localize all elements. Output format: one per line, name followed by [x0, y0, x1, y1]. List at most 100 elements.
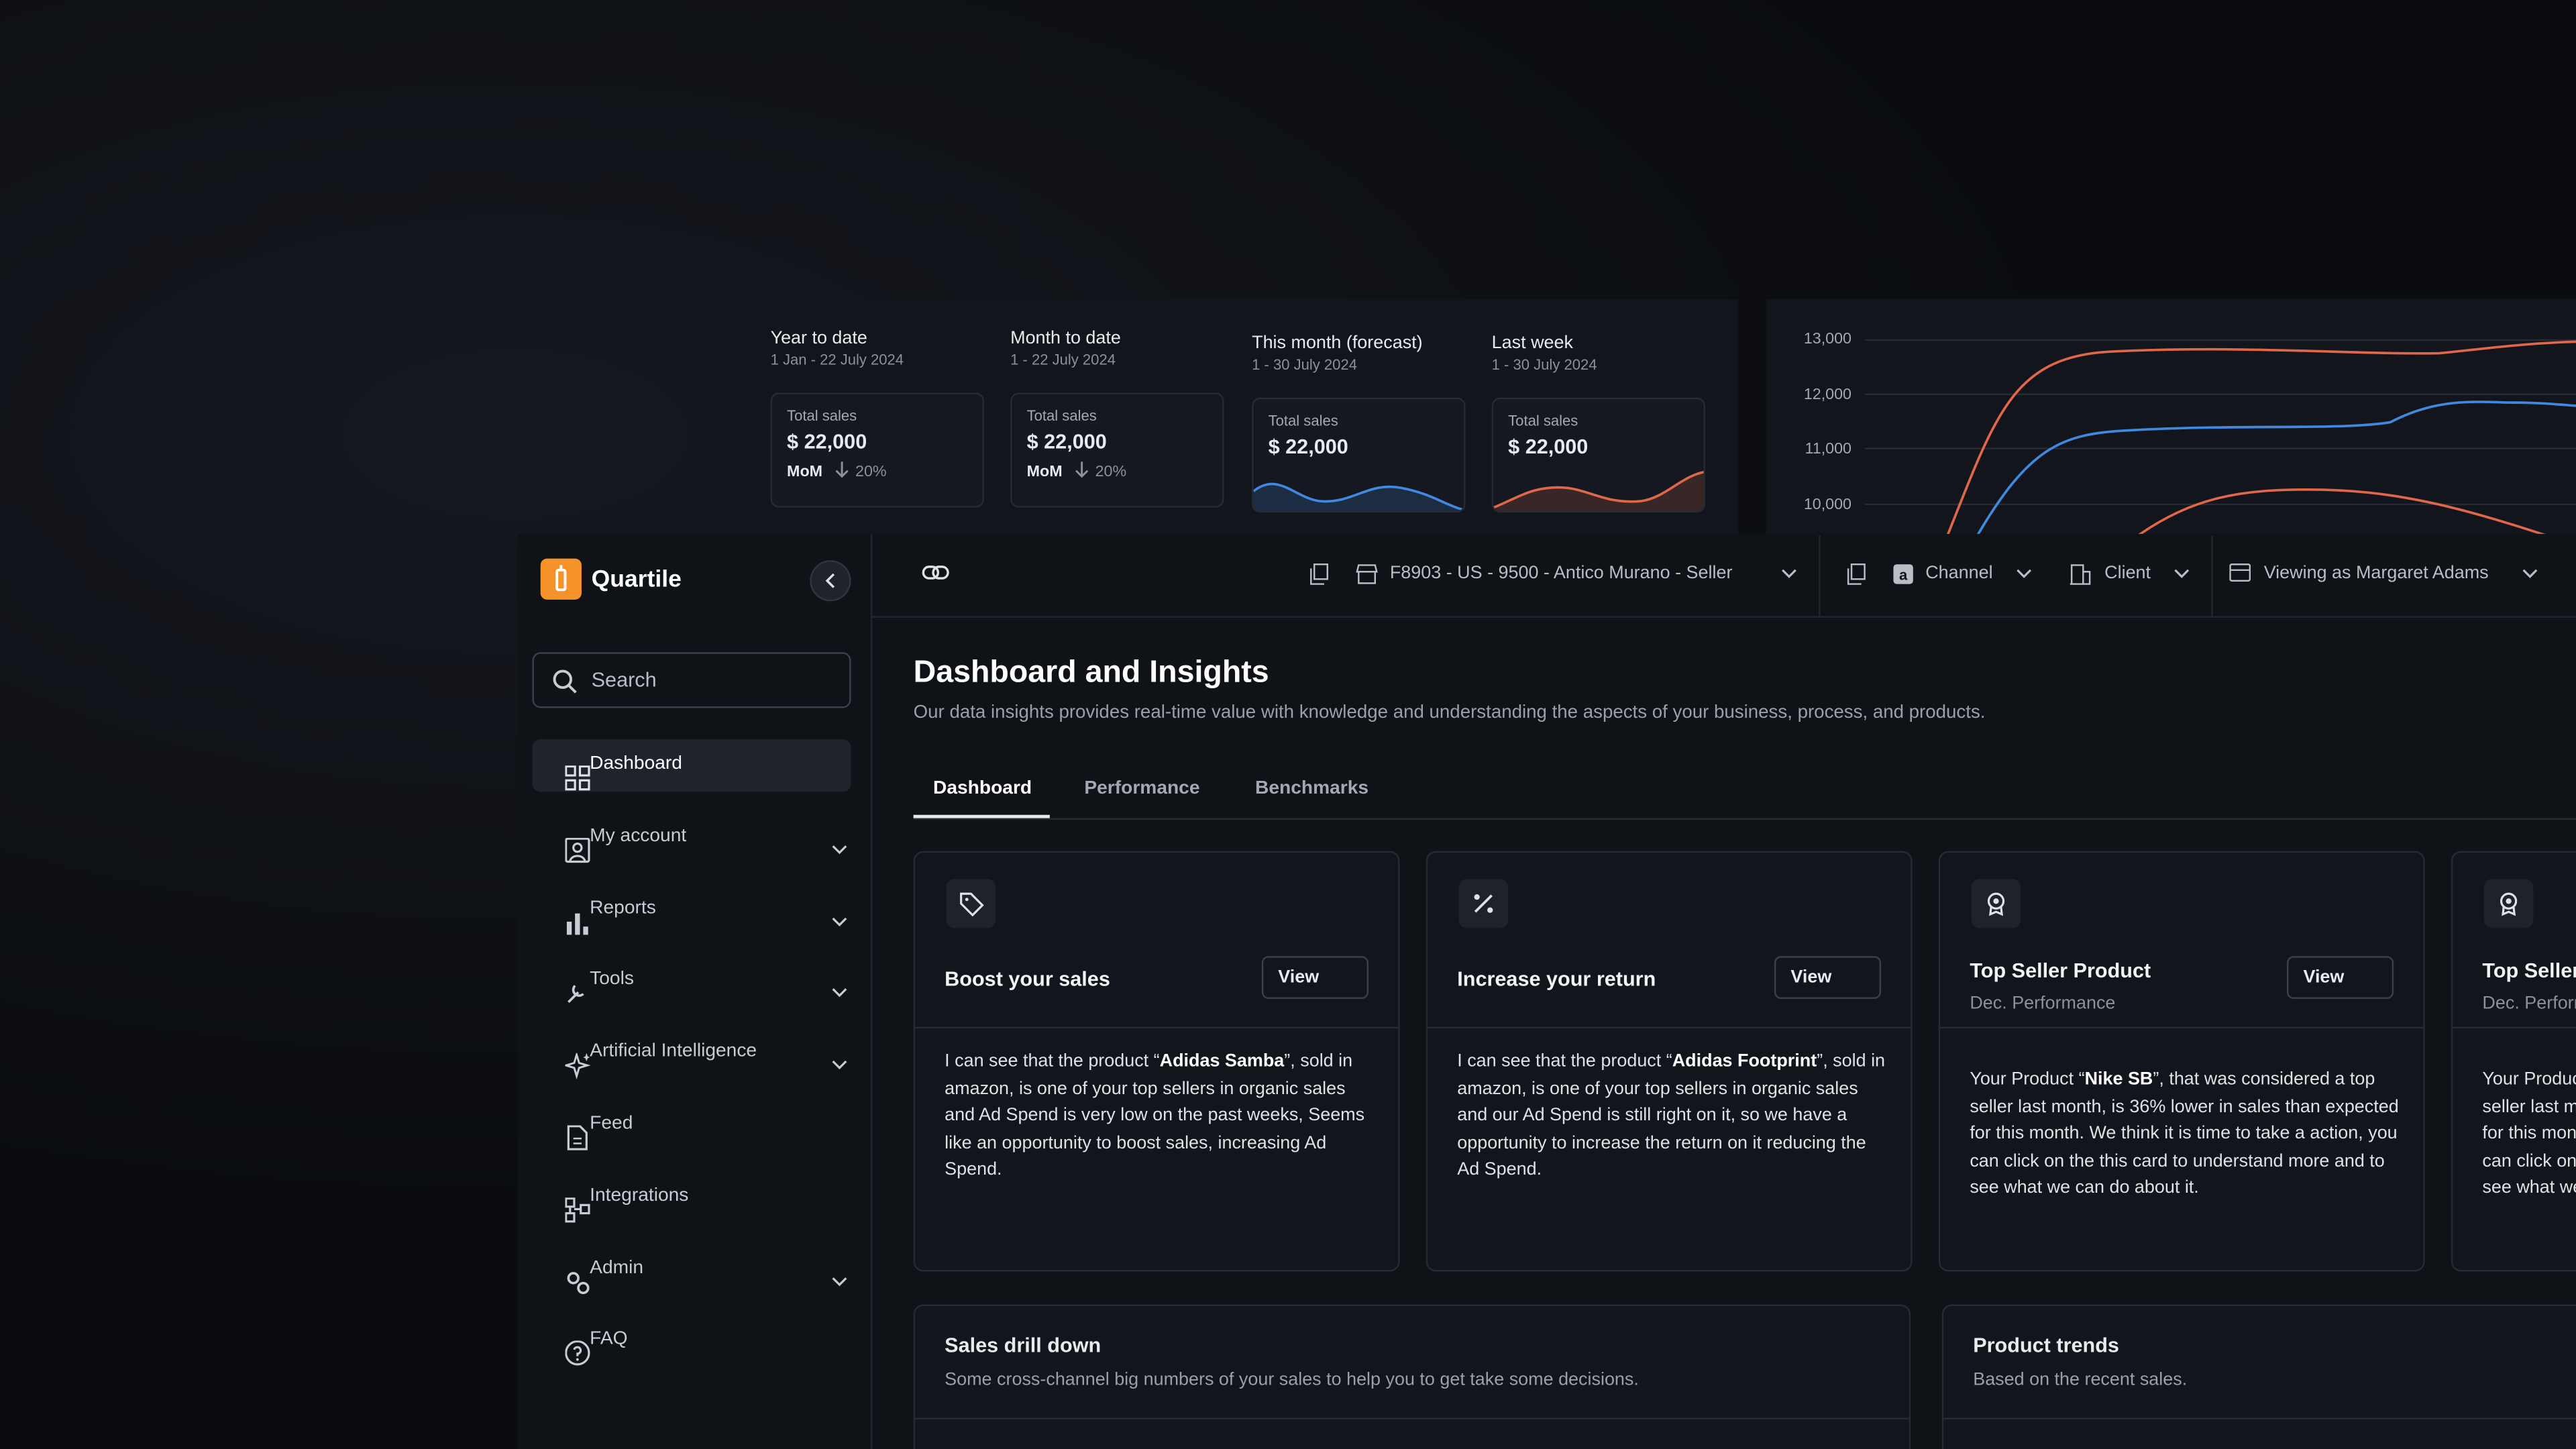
client-selector[interactable]: Client: [2104, 564, 2151, 584]
copy-icon[interactable]: [1847, 564, 1866, 585]
topbar: [872, 534, 2576, 618]
page-title: Dashboard and Insights: [913, 655, 1269, 690]
viewer-icon: [2229, 564, 2251, 582]
tab[interactable]: Dashboard: [933, 778, 1032, 799]
section-subtitle: Based on the recent sales.: [1973, 1370, 2188, 1390]
card-icon: [946, 879, 996, 928]
account-selector[interactable]: F8903 - US - 9500 - Antico Murano - Sell…: [1389, 564, 1733, 584]
stat-range: 1 - 22 July 2024: [1010, 352, 1116, 368]
view-button[interactable]: View: [2286, 956, 2394, 999]
card-icon: [1458, 879, 1509, 928]
mom-change: 20%: [855, 463, 887, 482]
tab-border: [913, 818, 2576, 820]
card-title: Top Seller Product: [1970, 959, 2151, 983]
tab-underline: [913, 814, 1050, 818]
card-title: Top Seller Product: [2482, 959, 2576, 983]
card-text: I can see that the product “Adidas Samba…: [945, 1048, 1375, 1183]
link-icon[interactable]: [922, 562, 951, 585]
product-name: Adidas Footprint: [1672, 1051, 1817, 1071]
tab[interactable]: Benchmarks: [1255, 778, 1369, 799]
card-divider: [1428, 1026, 1911, 1029]
nav-item[interactable]: Dashboard: [532, 739, 851, 792]
search-box[interactable]: Search: [532, 652, 851, 708]
stat-range: 1 - 30 July 2024: [1491, 356, 1597, 373]
text: ”, that was considered a top seller last…: [1970, 1069, 2399, 1198]
divider: [1819, 535, 1821, 616]
stat-title: Month to date: [1010, 328, 1121, 349]
nav-item[interactable]: Integrations: [532, 1171, 851, 1224]
button-label: View: [2303, 967, 2345, 987]
text: Your Product “: [2482, 1069, 2576, 1089]
logo-icon: [540, 558, 582, 600]
store-icon: [1356, 564, 1378, 584]
y-tick-label: 13,000: [1803, 330, 1852, 349]
nav-label: Admin: [590, 1257, 644, 1278]
tab[interactable]: Performance: [1084, 778, 1200, 799]
card-icon: [2483, 879, 2534, 928]
page-subtitle: Our data insights provides real-time val…: [913, 703, 1986, 723]
insight-card: Increase your return View I can see that t…: [1426, 851, 1913, 1272]
card-text: I can see that the product “Adidas Footp…: [1457, 1048, 1888, 1183]
text: I can see that the product “: [1457, 1051, 1672, 1071]
mom-label: MoM: [787, 463, 823, 482]
y-tick-label: 11,000: [1805, 440, 1852, 459]
stat-card: Total sales $ 22,000 MoM 20%: [770, 392, 984, 508]
viewing-as[interactable]: Viewing as Margaret Adams: [2263, 564, 2489, 584]
nav-item[interactable]: Tools: [532, 955, 851, 1008]
collapse-button[interactable]: [810, 560, 851, 602]
nav-item[interactable]: Admin: [532, 1243, 851, 1295]
stat-title: This month (forecast): [1252, 333, 1423, 354]
background-chart: [1864, 339, 2576, 534]
stat-value: $ 22,000: [1268, 435, 1348, 459]
stat-range: 1 - 30 July 2024: [1252, 356, 1357, 373]
stat-card: Total sales $ 22,000 MoM 20%: [1010, 392, 1224, 508]
stat-label: Total sales: [787, 407, 857, 424]
section-card: Product trends Based on the recent sales.: [1941, 1304, 2576, 1449]
stat-header: Last week 1 - 30 July 2024: [1492, 333, 1597, 373]
stat-mom: MoM 20%: [1027, 462, 1208, 482]
card-title: Increase your return: [1457, 967, 1656, 991]
nav-item[interactable]: My account: [532, 811, 851, 863]
view-button[interactable]: View: [1261, 956, 1369, 999]
text: ”, sold in amazon, is one of your top se…: [1457, 1051, 1886, 1180]
text: Your Product “: [1970, 1069, 2085, 1089]
nav-label: Artificial Intelligence: [590, 1042, 757, 1062]
insight-card: Boost your sales View I can see that the p…: [913, 851, 1400, 1272]
stat-header: Month to date 1 - 22 July 2024: [1010, 329, 1121, 368]
svg-text:a: a: [1899, 566, 1908, 583]
card-title: Boost your sales: [945, 967, 1110, 991]
nav-label: Integrations: [590, 1185, 689, 1206]
arrow-icon: [1063, 462, 1089, 482]
product-name: Adidas Samba: [1159, 1051, 1285, 1071]
nav-item[interactable]: FAQ: [532, 1315, 851, 1367]
copy-icon[interactable]: [1309, 564, 1329, 585]
section-subtitle: Some cross-channel big numbers of your s…: [945, 1370, 1639, 1390]
text: ”, sold in amazon, is one of your top se…: [945, 1051, 1365, 1180]
stat-label: Total sales: [1268, 412, 1338, 429]
chevron: [2522, 569, 2538, 578]
card-divider: [915, 1026, 1399, 1029]
chevron: [2174, 569, 2190, 578]
nav-label: Feed: [590, 1114, 633, 1134]
card-divider: [1940, 1026, 2424, 1029]
y-tick-label: 10,000: [1803, 495, 1852, 514]
view-button[interactable]: View: [1774, 956, 1882, 999]
section-title: Sales drill down: [945, 1334, 1102, 1357]
insight-card: Top Seller Product Dec. Performance View Yo…: [1938, 851, 2425, 1272]
divider: [2211, 535, 2213, 616]
sidebar: [517, 533, 873, 1449]
button-label: View: [1278, 967, 1320, 987]
stat-range: 1 Jan - 22 July 2024: [770, 352, 904, 368]
search-placeholder: Search: [591, 668, 657, 692]
card-icon: [1971, 879, 2021, 928]
nav-item[interactable]: Artificial Intelligence: [532, 1027, 851, 1080]
channel-selector[interactable]: Channel: [1925, 564, 1993, 584]
nav-label: Tools: [590, 969, 634, 990]
card-text: Your Product “Nike SB”, that was conside…: [1970, 1066, 2400, 1201]
nav-item[interactable]: Feed: [532, 1099, 851, 1151]
nav-item[interactable]: Reports: [532, 883, 851, 936]
stat-value: $ 22,000: [1026, 430, 1107, 453]
card-text: Your Product “Nike SB”, that was conside…: [2482, 1066, 2576, 1201]
stat-header: This month (forecast) 1 - 30 July 2024: [1252, 333, 1423, 373]
